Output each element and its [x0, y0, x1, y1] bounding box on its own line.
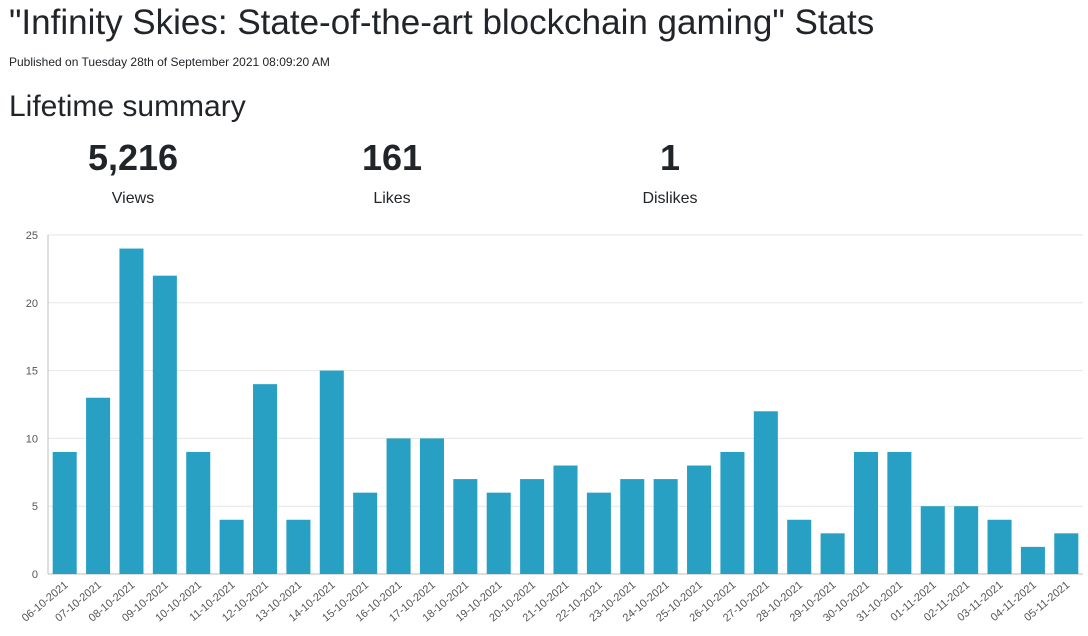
bar-19-10-2021[interactable]: [486, 492, 511, 574]
y-tick-label: 25: [26, 230, 38, 242]
bar-23-10-2021[interactable]: [620, 479, 645, 574]
bar-05-11-2021[interactable]: [1054, 533, 1079, 574]
y-tick-label: 5: [32, 501, 38, 513]
bar-18-10-2021[interactable]: [453, 479, 478, 574]
bar-13-10-2021[interactable]: [286, 519, 311, 574]
bar-16-10-2021[interactable]: [386, 438, 411, 574]
y-tick-label: 10: [26, 433, 38, 445]
bar-11-10-2021[interactable]: [219, 519, 244, 574]
bar-10-10-2021[interactable]: [186, 451, 211, 574]
likes-label: Likes: [373, 190, 411, 207]
bar-20-10-2021[interactable]: [520, 479, 545, 574]
bar-06-10-2021[interactable]: [52, 451, 77, 574]
published-date: Published on Tuesday 28th of September 2…: [9, 55, 330, 69]
bar-14-10-2021[interactable]: [319, 370, 344, 574]
likes-count: 161: [361, 137, 423, 178]
views-count: 5,216: [87, 137, 179, 178]
bar-04-11-2021[interactable]: [1020, 546, 1045, 574]
bar-26-10-2021[interactable]: [720, 451, 745, 574]
page-title: "Infinity Skies: State-of-the-art blockc…: [9, 3, 875, 42]
bar-09-10-2021[interactable]: [152, 275, 177, 574]
daily-views-bar-chart: 051015202506-10-202107-10-202108-10-2021…: [20, 230, 1083, 624]
views-label: Views: [111, 190, 155, 207]
bar-25-10-2021[interactable]: [687, 465, 712, 574]
bar-02-11-2021[interactable]: [954, 506, 979, 574]
bar-15-10-2021[interactable]: [353, 492, 378, 574]
bar-22-10-2021[interactable]: [586, 492, 611, 574]
bar-28-10-2021[interactable]: [787, 519, 812, 574]
y-tick-label: 20: [26, 298, 38, 310]
bar-07-10-2021[interactable]: [86, 397, 111, 574]
bar-30-10-2021[interactable]: [853, 451, 879, 574]
bar-17-10-2021[interactable]: [419, 438, 444, 574]
bar-21-10-2021[interactable]: [553, 465, 578, 574]
bar-12-10-2021[interactable]: [252, 384, 278, 574]
views-stat: 5,216 Views: [33, 136, 233, 209]
section-title: Lifetime summary: [9, 90, 246, 123]
bar-01-11-2021[interactable]: [920, 506, 945, 574]
y-tick-label: 15: [26, 366, 38, 378]
y-tick-label: 0: [32, 569, 38, 581]
bar-24-10-2021[interactable]: [653, 479, 678, 574]
bar-03-11-2021[interactable]: [987, 519, 1012, 574]
dislikes-label: Dislikes: [642, 190, 698, 207]
bar-29-10-2021[interactable]: [820, 533, 845, 574]
bar-31-10-2021[interactable]: [887, 451, 912, 574]
bar-27-10-2021[interactable]: [753, 411, 778, 574]
bar-08-10-2021[interactable]: [119, 248, 144, 574]
likes-stat: 161 Likes: [292, 136, 492, 209]
dislikes-stat: 1 Dislikes: [570, 136, 770, 209]
dislikes-count: 1: [659, 137, 681, 178]
